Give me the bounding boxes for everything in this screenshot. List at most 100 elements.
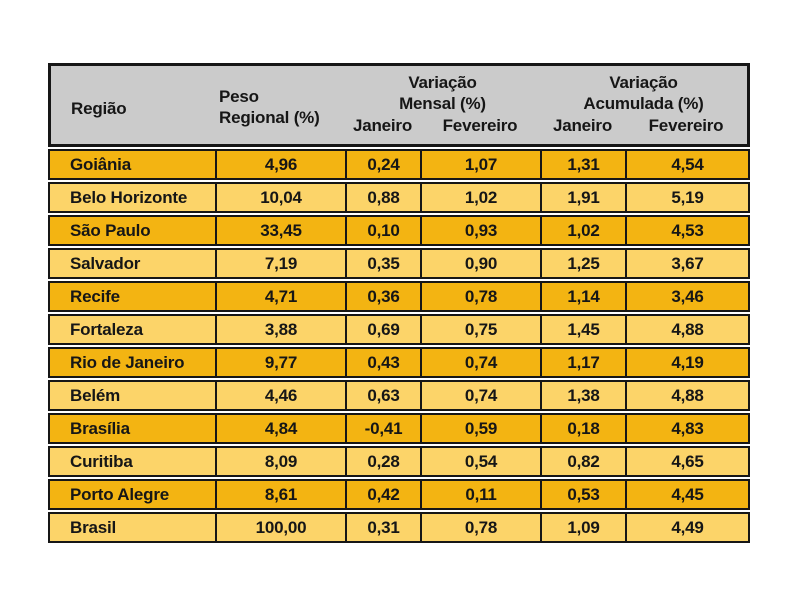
acum-jan-cell: 1,14 <box>540 283 625 310</box>
peso-cell: 4,84 <box>215 415 345 442</box>
mensal-jan-cell: 0,43 <box>345 349 420 376</box>
subheader-mensal-janeiro: Janeiro <box>352 116 413 135</box>
mensal-fev-cell: 0,59 <box>420 415 540 442</box>
header-mensal-line2: Mensal (%) <box>399 94 486 113</box>
region-cell: Goiânia <box>70 154 131 174</box>
acum-fev-cell: 4,83 <box>625 415 748 442</box>
acum-jan-cell: 0,82 <box>540 448 625 475</box>
header-variacao-acumulada: Variação Acumulada (%) <box>540 66 747 114</box>
header-peso-line2: Regional (%) <box>219 108 320 127</box>
peso-cell: 9,77 <box>215 349 345 376</box>
region-cell: Porto Alegre <box>70 484 169 504</box>
header-peso-line1: Peso <box>219 87 259 106</box>
peso-cell: 3,88 <box>215 316 345 343</box>
peso-cell: 4,96 <box>215 151 345 178</box>
region-cell: São Paulo <box>70 220 151 240</box>
region-cell: Rio de Janeiro <box>70 352 185 372</box>
table-row-rio-de-janeiro: Rio de Janeiro 9,77 0,43 0,74 1,17 4,19 <box>48 347 750 378</box>
header-acum-line2: Acumulada (%) <box>583 94 704 113</box>
region-cell: Belém <box>70 385 121 405</box>
header-peso-regional: Peso Regional (%) <box>215 66 345 144</box>
peso-cell: 8,61 <box>215 481 345 508</box>
region-cell: Curitiba <box>70 451 133 471</box>
acum-jan-cell: 1,38 <box>540 382 625 409</box>
mensal-jan-cell: 0,36 <box>345 283 420 310</box>
mensal-fev-cell: 0,78 <box>420 514 540 541</box>
acum-fev-cell: 4,65 <box>625 448 748 475</box>
acum-jan-cell: 1,31 <box>540 151 625 178</box>
subheader-acum-fevereiro: Fevereiro <box>648 116 724 135</box>
table-row-fortaleza: Fortaleza 3,88 0,69 0,75 1,45 4,88 <box>48 314 750 345</box>
acum-jan-cell: 1,17 <box>540 349 625 376</box>
mensal-fev-cell: 0,54 <box>420 448 540 475</box>
table-row-brasilia: Brasília 4,84 -0,41 0,59 0,18 4,83 <box>48 413 750 444</box>
table-row-sao-paulo: São Paulo 33,45 0,10 0,93 1,02 4,53 <box>48 215 750 246</box>
peso-cell: 100,00 <box>215 514 345 541</box>
mensal-jan-cell: 0,31 <box>345 514 420 541</box>
mensal-fev-cell: 1,07 <box>420 151 540 178</box>
acum-fev-cell: 4,19 <box>625 349 748 376</box>
subheader-acum-janeiro: Janeiro <box>552 116 613 135</box>
table-row-recife: Recife 4,71 0,36 0,78 1,14 3,46 <box>48 281 750 312</box>
table-body: Goiânia 4,96 0,24 1,07 1,31 4,54 Belo Ho… <box>48 149 750 543</box>
header-variacao-mensal: Variação Mensal (%) <box>345 66 540 114</box>
peso-cell: 33,45 <box>215 217 345 244</box>
header-mensal-line1: Variação <box>408 73 477 92</box>
table-header: Região Peso Regional (%) Variação Mensal… <box>48 63 750 147</box>
mensal-jan-cell: 0,35 <box>345 250 420 277</box>
table-row-curitiba: Curitiba 8,09 0,28 0,54 0,82 4,65 <box>48 446 750 477</box>
mensal-jan-cell: 0,88 <box>345 184 420 211</box>
acum-jan-cell: 1,09 <box>540 514 625 541</box>
peso-cell: 4,46 <box>215 382 345 409</box>
acum-jan-cell: 0,18 <box>540 415 625 442</box>
acum-fev-cell: 5,19 <box>625 184 748 211</box>
acum-jan-cell: 0,53 <box>540 481 625 508</box>
peso-cell: 7,19 <box>215 250 345 277</box>
acum-fev-cell: 4,54 <box>625 151 748 178</box>
acum-fev-cell: 4,49 <box>625 514 748 541</box>
mensal-jan-cell: 0,69 <box>345 316 420 343</box>
acum-fev-cell: 4,88 <box>625 316 748 343</box>
region-cell: Belo Horizonte <box>70 187 188 207</box>
header-acum-line1: Variação <box>609 73 678 92</box>
mensal-jan-cell: 0,42 <box>345 481 420 508</box>
table-row-goiania: Goiânia 4,96 0,24 1,07 1,31 4,54 <box>48 149 750 180</box>
mensal-fev-cell: 0,75 <box>420 316 540 343</box>
acum-jan-cell: 1,91 <box>540 184 625 211</box>
mensal-jan-cell: 0,28 <box>345 448 420 475</box>
peso-cell: 10,04 <box>215 184 345 211</box>
mensal-fev-cell: 0,74 <box>420 349 540 376</box>
subheader-mensal-fevereiro: Fevereiro <box>442 116 518 135</box>
acum-fev-cell: 3,46 <box>625 283 748 310</box>
region-cell: Brasil <box>70 517 117 537</box>
mensal-jan-cell: 0,10 <box>345 217 420 244</box>
table-row-belo-horizonte: Belo Horizonte 10,04 0,88 1,02 1,91 5,19 <box>48 182 750 213</box>
region-cell: Salvador <box>70 253 141 273</box>
mensal-fev-cell: 0,78 <box>420 283 540 310</box>
peso-cell: 8,09 <box>215 448 345 475</box>
mensal-fev-cell: 0,11 <box>420 481 540 508</box>
mensal-jan-cell: 0,63 <box>345 382 420 409</box>
acum-fev-cell: 4,88 <box>625 382 748 409</box>
region-cell: Fortaleza <box>70 319 143 339</box>
table-row-belem: Belém 4,46 0,63 0,74 1,38 4,88 <box>48 380 750 411</box>
header-regiao: Região <box>71 99 127 118</box>
mensal-fev-cell: 1,02 <box>420 184 540 211</box>
region-cell: Recife <box>70 286 120 306</box>
mensal-jan-cell: 0,24 <box>345 151 420 178</box>
acum-jan-cell: 1,45 <box>540 316 625 343</box>
mensal-fev-cell: 0,90 <box>420 250 540 277</box>
acum-fev-cell: 4,45 <box>625 481 748 508</box>
acum-fev-cell: 4,53 <box>625 217 748 244</box>
mensal-jan-cell: -0,41 <box>345 415 420 442</box>
mensal-fev-cell: 0,74 <box>420 382 540 409</box>
acum-jan-cell: 1,25 <box>540 250 625 277</box>
table-row-porto-alegre: Porto Alegre 8,61 0,42 0,11 0,53 4,45 <box>48 479 750 510</box>
acum-fev-cell: 3,67 <box>625 250 748 277</box>
table-row-brasil: Brasil 100,00 0,31 0,78 1,09 4,49 <box>48 512 750 543</box>
mensal-fev-cell: 0,93 <box>420 217 540 244</box>
peso-cell: 4,71 <box>215 283 345 310</box>
region-cell: Brasília <box>70 418 130 438</box>
acum-jan-cell: 1,02 <box>540 217 625 244</box>
